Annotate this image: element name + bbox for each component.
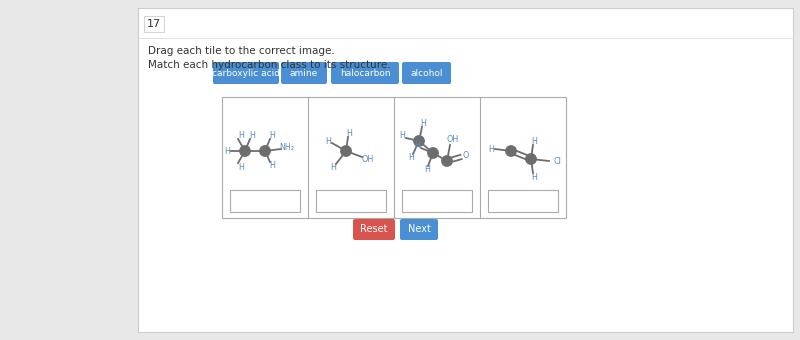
Text: H: H <box>269 131 275 139</box>
Text: H: H <box>531 172 537 182</box>
Text: Drag each tile to the correct image.: Drag each tile to the correct image. <box>148 46 334 56</box>
Bar <box>316 190 386 212</box>
Text: OH: OH <box>447 136 459 144</box>
Bar <box>402 190 472 212</box>
Circle shape <box>428 148 438 158</box>
Text: OH: OH <box>362 154 374 164</box>
Text: H: H <box>420 119 426 128</box>
Text: amine: amine <box>290 68 318 78</box>
Text: H: H <box>249 131 255 139</box>
Text: H: H <box>346 129 352 137</box>
Text: H: H <box>238 131 244 139</box>
Text: H: H <box>224 147 230 155</box>
Text: Match each hydrocarbon class to its structure.: Match each hydrocarbon class to its stru… <box>148 60 390 70</box>
Text: H: H <box>399 132 405 140</box>
Circle shape <box>414 136 424 146</box>
Text: H: H <box>269 162 275 170</box>
Text: O: O <box>463 151 469 159</box>
Text: H: H <box>325 136 331 146</box>
Bar <box>230 190 300 212</box>
FancyBboxPatch shape <box>400 219 438 240</box>
Text: carboxylic acid: carboxylic acid <box>212 68 280 78</box>
Circle shape <box>240 146 250 156</box>
Bar <box>222 97 566 218</box>
Text: Next: Next <box>407 224 430 235</box>
Text: H: H <box>238 163 244 171</box>
Text: H: H <box>408 153 414 163</box>
Text: alcohol: alcohol <box>410 68 442 78</box>
Circle shape <box>442 156 452 166</box>
Text: Cl: Cl <box>553 157 561 167</box>
FancyBboxPatch shape <box>213 62 279 84</box>
Text: halocarbon: halocarbon <box>340 68 390 78</box>
Text: H: H <box>531 136 537 146</box>
Bar <box>488 190 558 212</box>
FancyBboxPatch shape <box>281 62 327 84</box>
FancyBboxPatch shape <box>144 16 164 32</box>
Text: H: H <box>424 166 430 174</box>
Circle shape <box>341 146 351 156</box>
Text: H: H <box>488 144 494 153</box>
FancyBboxPatch shape <box>402 62 451 84</box>
Text: 17: 17 <box>147 19 161 29</box>
FancyBboxPatch shape <box>138 8 793 332</box>
Text: H: H <box>330 164 336 172</box>
Text: H: H <box>414 141 420 151</box>
FancyBboxPatch shape <box>353 219 395 240</box>
FancyBboxPatch shape <box>331 62 399 84</box>
Text: NH₂: NH₂ <box>279 143 294 153</box>
Circle shape <box>260 146 270 156</box>
Circle shape <box>526 154 536 164</box>
Circle shape <box>506 146 516 156</box>
Text: Reset: Reset <box>360 224 388 235</box>
